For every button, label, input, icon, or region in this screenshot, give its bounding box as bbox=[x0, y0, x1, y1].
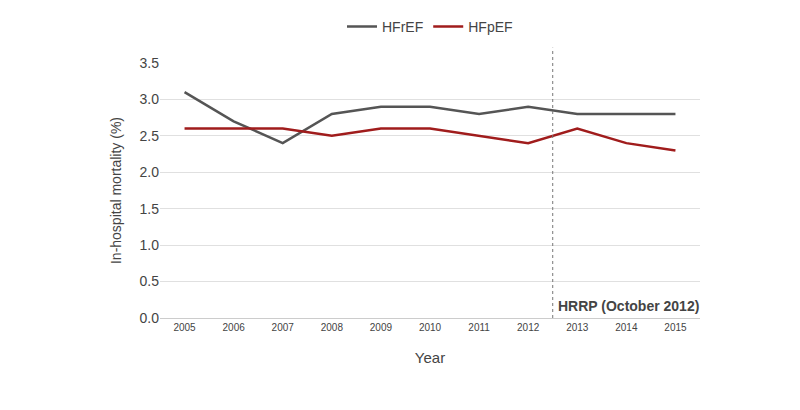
svg-text:2008: 2008 bbox=[321, 322, 344, 333]
svg-text:2007: 2007 bbox=[272, 322, 295, 333]
svg-text:2.5: 2.5 bbox=[140, 128, 160, 144]
svg-text:2010: 2010 bbox=[419, 322, 442, 333]
svg-text:3.5: 3.5 bbox=[140, 55, 160, 71]
svg-text:HFpEF: HFpEF bbox=[468, 19, 512, 35]
svg-text:0.0: 0.0 bbox=[140, 310, 160, 326]
svg-text:2014: 2014 bbox=[615, 322, 638, 333]
svg-text:2011: 2011 bbox=[468, 322, 490, 333]
svg-text:HRRP (October 2012): HRRP (October 2012) bbox=[558, 298, 699, 314]
svg-text:HFrEF: HFrEF bbox=[382, 19, 423, 35]
svg-text:1.0: 1.0 bbox=[140, 237, 160, 253]
svg-text:2.0: 2.0 bbox=[140, 164, 160, 180]
svg-text:Year: Year bbox=[415, 349, 445, 366]
svg-text:2009: 2009 bbox=[370, 322, 393, 333]
svg-text:2015: 2015 bbox=[664, 322, 687, 333]
svg-text:2012: 2012 bbox=[517, 322, 540, 333]
svg-text:3.0: 3.0 bbox=[140, 91, 160, 107]
svg-text:2005: 2005 bbox=[173, 322, 196, 333]
svg-text:1.5: 1.5 bbox=[140, 201, 160, 217]
svg-text:2006: 2006 bbox=[223, 322, 246, 333]
svg-text:2013: 2013 bbox=[566, 322, 589, 333]
svg-text:In-hospital mortality (%): In-hospital mortality (%) bbox=[108, 117, 124, 264]
svg-text:0.5: 0.5 bbox=[140, 273, 160, 289]
